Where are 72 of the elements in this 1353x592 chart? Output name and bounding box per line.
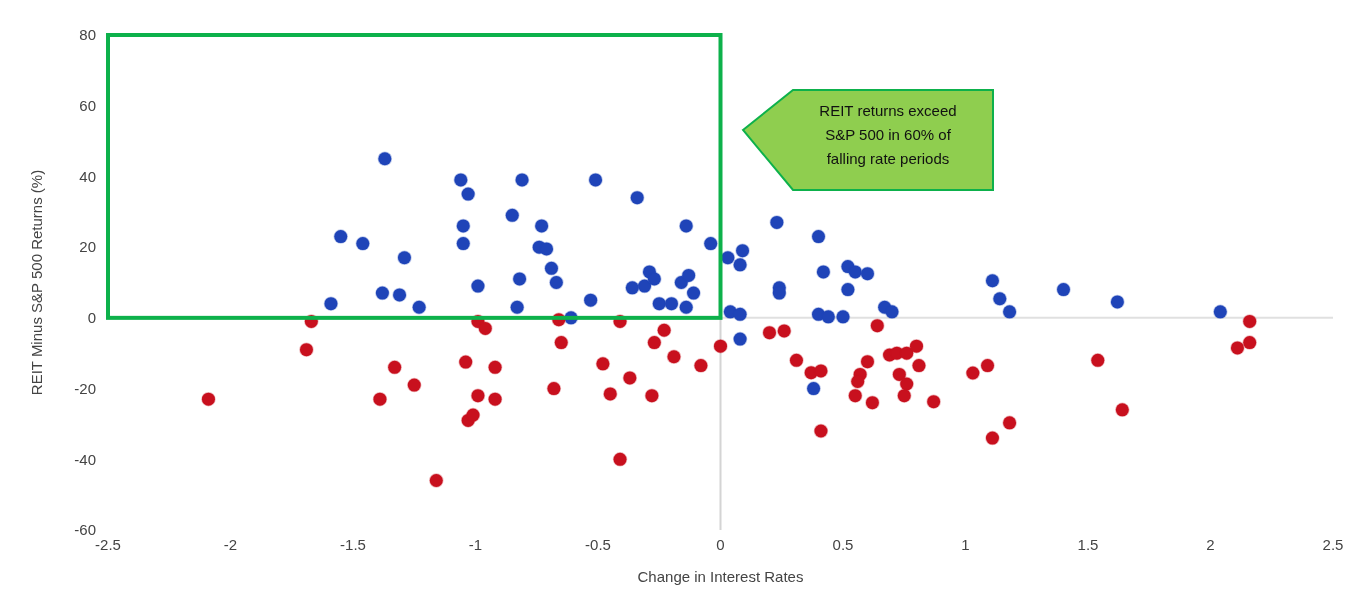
point — [201, 391, 216, 407]
point — [554, 335, 569, 350]
y-axis-title: REIT Minus S&P 500 Returns (%) — [28, 169, 45, 396]
point — [870, 318, 885, 333]
point — [892, 367, 907, 382]
x-tick-label: 0 — [716, 536, 725, 553]
x-tick-label: -2.5 — [95, 536, 121, 553]
point — [612, 452, 628, 467]
point — [776, 323, 792, 339]
point — [372, 391, 388, 407]
point — [911, 358, 927, 373]
point — [666, 349, 682, 364]
point — [909, 338, 924, 354]
point — [478, 321, 493, 336]
y-tick-label: -40 — [74, 450, 96, 468]
point — [656, 322, 672, 338]
y-tick-label: 60 — [79, 96, 96, 114]
point — [897, 388, 912, 403]
y-tick-label: 0 — [87, 309, 96, 327]
point — [1115, 402, 1130, 418]
point — [789, 353, 804, 368]
point — [813, 423, 829, 439]
point — [850, 374, 865, 389]
point — [899, 345, 914, 361]
point — [713, 338, 728, 354]
point — [762, 325, 777, 340]
point — [980, 358, 995, 373]
point — [1090, 353, 1106, 368]
point — [487, 391, 503, 407]
x-tick-label: -2 — [223, 536, 238, 553]
point — [985, 430, 1000, 446]
y-tick-label: 80 — [79, 26, 96, 44]
point — [899, 376, 914, 392]
point — [860, 354, 875, 369]
point — [926, 394, 941, 409]
point — [647, 335, 662, 350]
x-tick-label: 2.5 — [1322, 536, 1344, 553]
point — [595, 356, 611, 372]
x-tick-label: 1 — [961, 536, 970, 553]
point — [387, 360, 402, 375]
point — [1242, 314, 1257, 329]
point — [965, 365, 981, 381]
point — [487, 360, 503, 375]
point — [465, 407, 481, 423]
point — [1242, 335, 1257, 350]
point — [458, 354, 473, 370]
point — [1230, 340, 1245, 356]
x-tick-label: -0.5 — [585, 536, 611, 553]
x-tick-label: -1.5 — [340, 536, 366, 553]
x-axis-title: Change in Interest Rates — [637, 568, 804, 585]
x-tick-label: 2 — [1206, 536, 1215, 553]
point — [546, 381, 562, 396]
y-tick-label: 20 — [79, 238, 96, 256]
point — [1002, 415, 1017, 431]
point — [644, 388, 660, 403]
point — [865, 395, 880, 410]
point — [429, 473, 444, 488]
point — [622, 370, 638, 386]
y-tick-label: -60 — [74, 521, 96, 539]
point — [693, 358, 709, 373]
point — [407, 377, 422, 393]
point — [470, 388, 486, 403]
point — [299, 342, 314, 357]
y-tick-label: -20 — [74, 379, 96, 397]
x-tick-label: 1.5 — [1077, 536, 1099, 553]
y-tick-label: 40 — [79, 167, 96, 185]
annotation: REIT returns exceed S&P 500 in 60% of falling rate periods — [819, 102, 957, 167]
point — [603, 386, 618, 402]
point — [848, 388, 863, 403]
point — [813, 363, 829, 379]
x-tick-label: 0.5 — [832, 536, 854, 553]
x-tick-label: -1 — [468, 536, 483, 553]
